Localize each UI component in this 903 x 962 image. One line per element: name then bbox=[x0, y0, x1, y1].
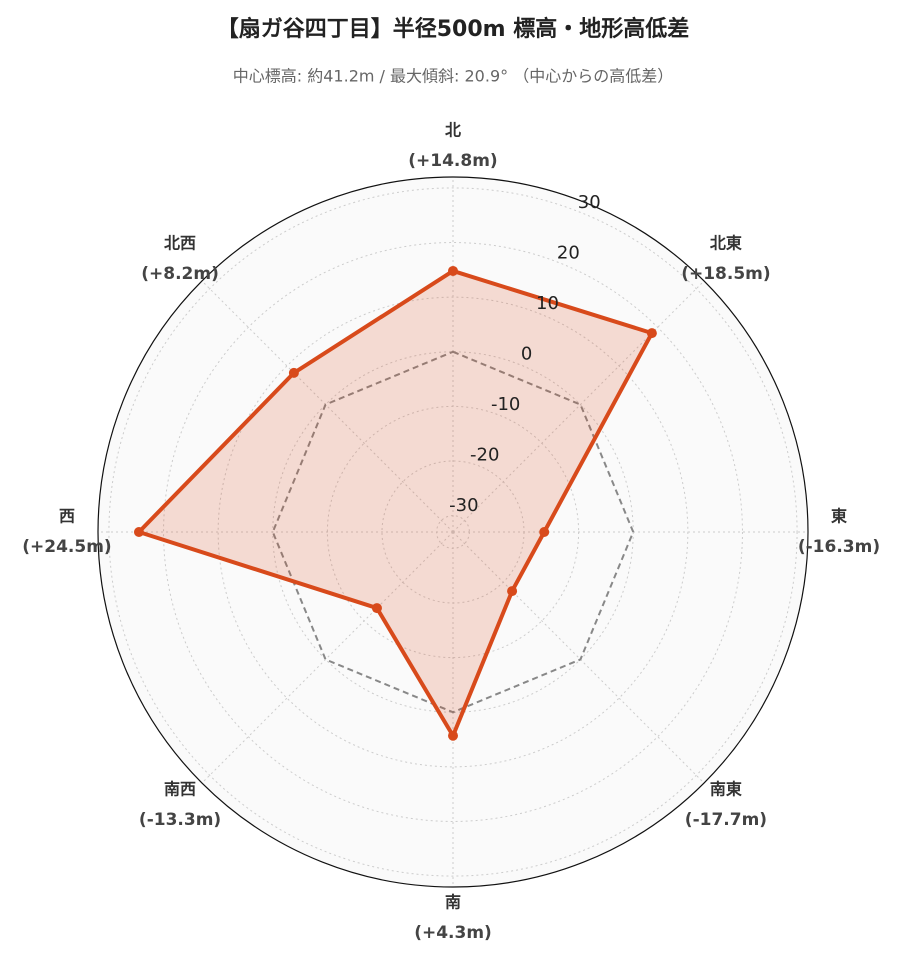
category-label: 南西 bbox=[164, 779, 196, 798]
spoke bbox=[452, 531, 705, 784]
data-point bbox=[646, 328, 657, 339]
spoke bbox=[201, 531, 454, 784]
category-label: 北 bbox=[445, 121, 461, 140]
category-value-label: (+8.2m) bbox=[141, 264, 219, 284]
y-tick-label: 30 bbox=[578, 192, 601, 213]
y-tick-label: -10 bbox=[491, 394, 520, 415]
category-label: 南 bbox=[445, 893, 461, 912]
data-point bbox=[448, 265, 458, 276]
data-point bbox=[507, 586, 518, 597]
category-value-label: (+4.3m) bbox=[414, 923, 492, 943]
grid-ring bbox=[217, 296, 689, 768]
y-tick-label: 10 bbox=[536, 293, 559, 314]
data-point bbox=[133, 527, 144, 537]
data-point bbox=[371, 603, 382, 614]
data-point bbox=[288, 367, 299, 378]
data-point bbox=[448, 730, 458, 741]
y-tick-label: 20 bbox=[557, 242, 580, 263]
outer-ring bbox=[97, 176, 809, 888]
chart-subtitle: 中心標高: 約41.2m / 最大傾斜: 20.9° （中心からの高低差） bbox=[233, 67, 673, 86]
chart-title: 【扇ガ谷四丁目】半径500m 標高・地形高低差 bbox=[217, 16, 690, 42]
category-label: 北東 bbox=[710, 234, 742, 253]
category-label: 北西 bbox=[164, 234, 196, 253]
y-tick-label: -30 bbox=[449, 495, 478, 516]
category-value-label: (+14.8m) bbox=[408, 151, 497, 171]
category-value-label: (+18.5m) bbox=[681, 264, 770, 284]
category-value-label: (-13.3m) bbox=[139, 810, 221, 830]
spoke bbox=[201, 280, 454, 533]
grid-ring bbox=[108, 187, 798, 877]
category-value-label: (-17.7m) bbox=[685, 810, 767, 830]
category-value-label: (-16.3m) bbox=[798, 537, 880, 557]
reference-line bbox=[271, 350, 635, 714]
grid-ring bbox=[163, 242, 743, 822]
category-label: 西 bbox=[59, 507, 75, 526]
y-tick-label: 0 bbox=[521, 343, 532, 364]
category-label: 東 bbox=[831, 507, 847, 526]
data-point bbox=[539, 527, 550, 537]
category-label: 南東 bbox=[710, 779, 742, 798]
y-tick-label: -20 bbox=[470, 444, 499, 465]
category-value-label: (+24.5m) bbox=[22, 537, 111, 557]
spoke bbox=[452, 280, 705, 533]
